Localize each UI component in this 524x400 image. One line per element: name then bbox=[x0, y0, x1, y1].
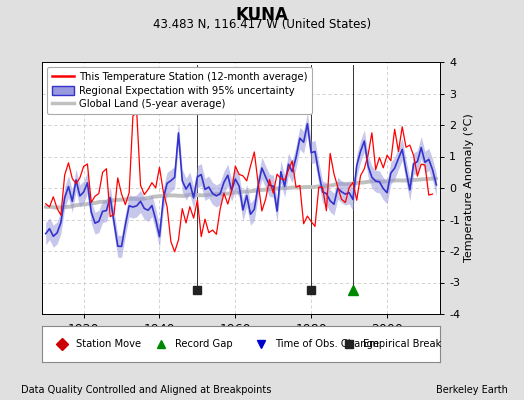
Text: Station Move: Station Move bbox=[76, 339, 141, 349]
Text: Data Quality Controlled and Aligned at Breakpoints: Data Quality Controlled and Aligned at B… bbox=[21, 385, 271, 395]
Y-axis label: Temperature Anomaly (°C): Temperature Anomaly (°C) bbox=[464, 114, 474, 262]
Text: 43.483 N, 116.417 W (United States): 43.483 N, 116.417 W (United States) bbox=[153, 18, 371, 31]
Text: Empirical Break: Empirical Break bbox=[363, 339, 441, 349]
Text: Berkeley Earth: Berkeley Earth bbox=[436, 385, 508, 395]
Text: KUNA: KUNA bbox=[236, 6, 288, 24]
Text: Time of Obs. Change: Time of Obs. Change bbox=[275, 339, 379, 349]
Legend: This Temperature Station (12-month average), Regional Expectation with 95% uncer: This Temperature Station (12-month avera… bbox=[47, 67, 312, 114]
Text: Record Gap: Record Gap bbox=[176, 339, 233, 349]
